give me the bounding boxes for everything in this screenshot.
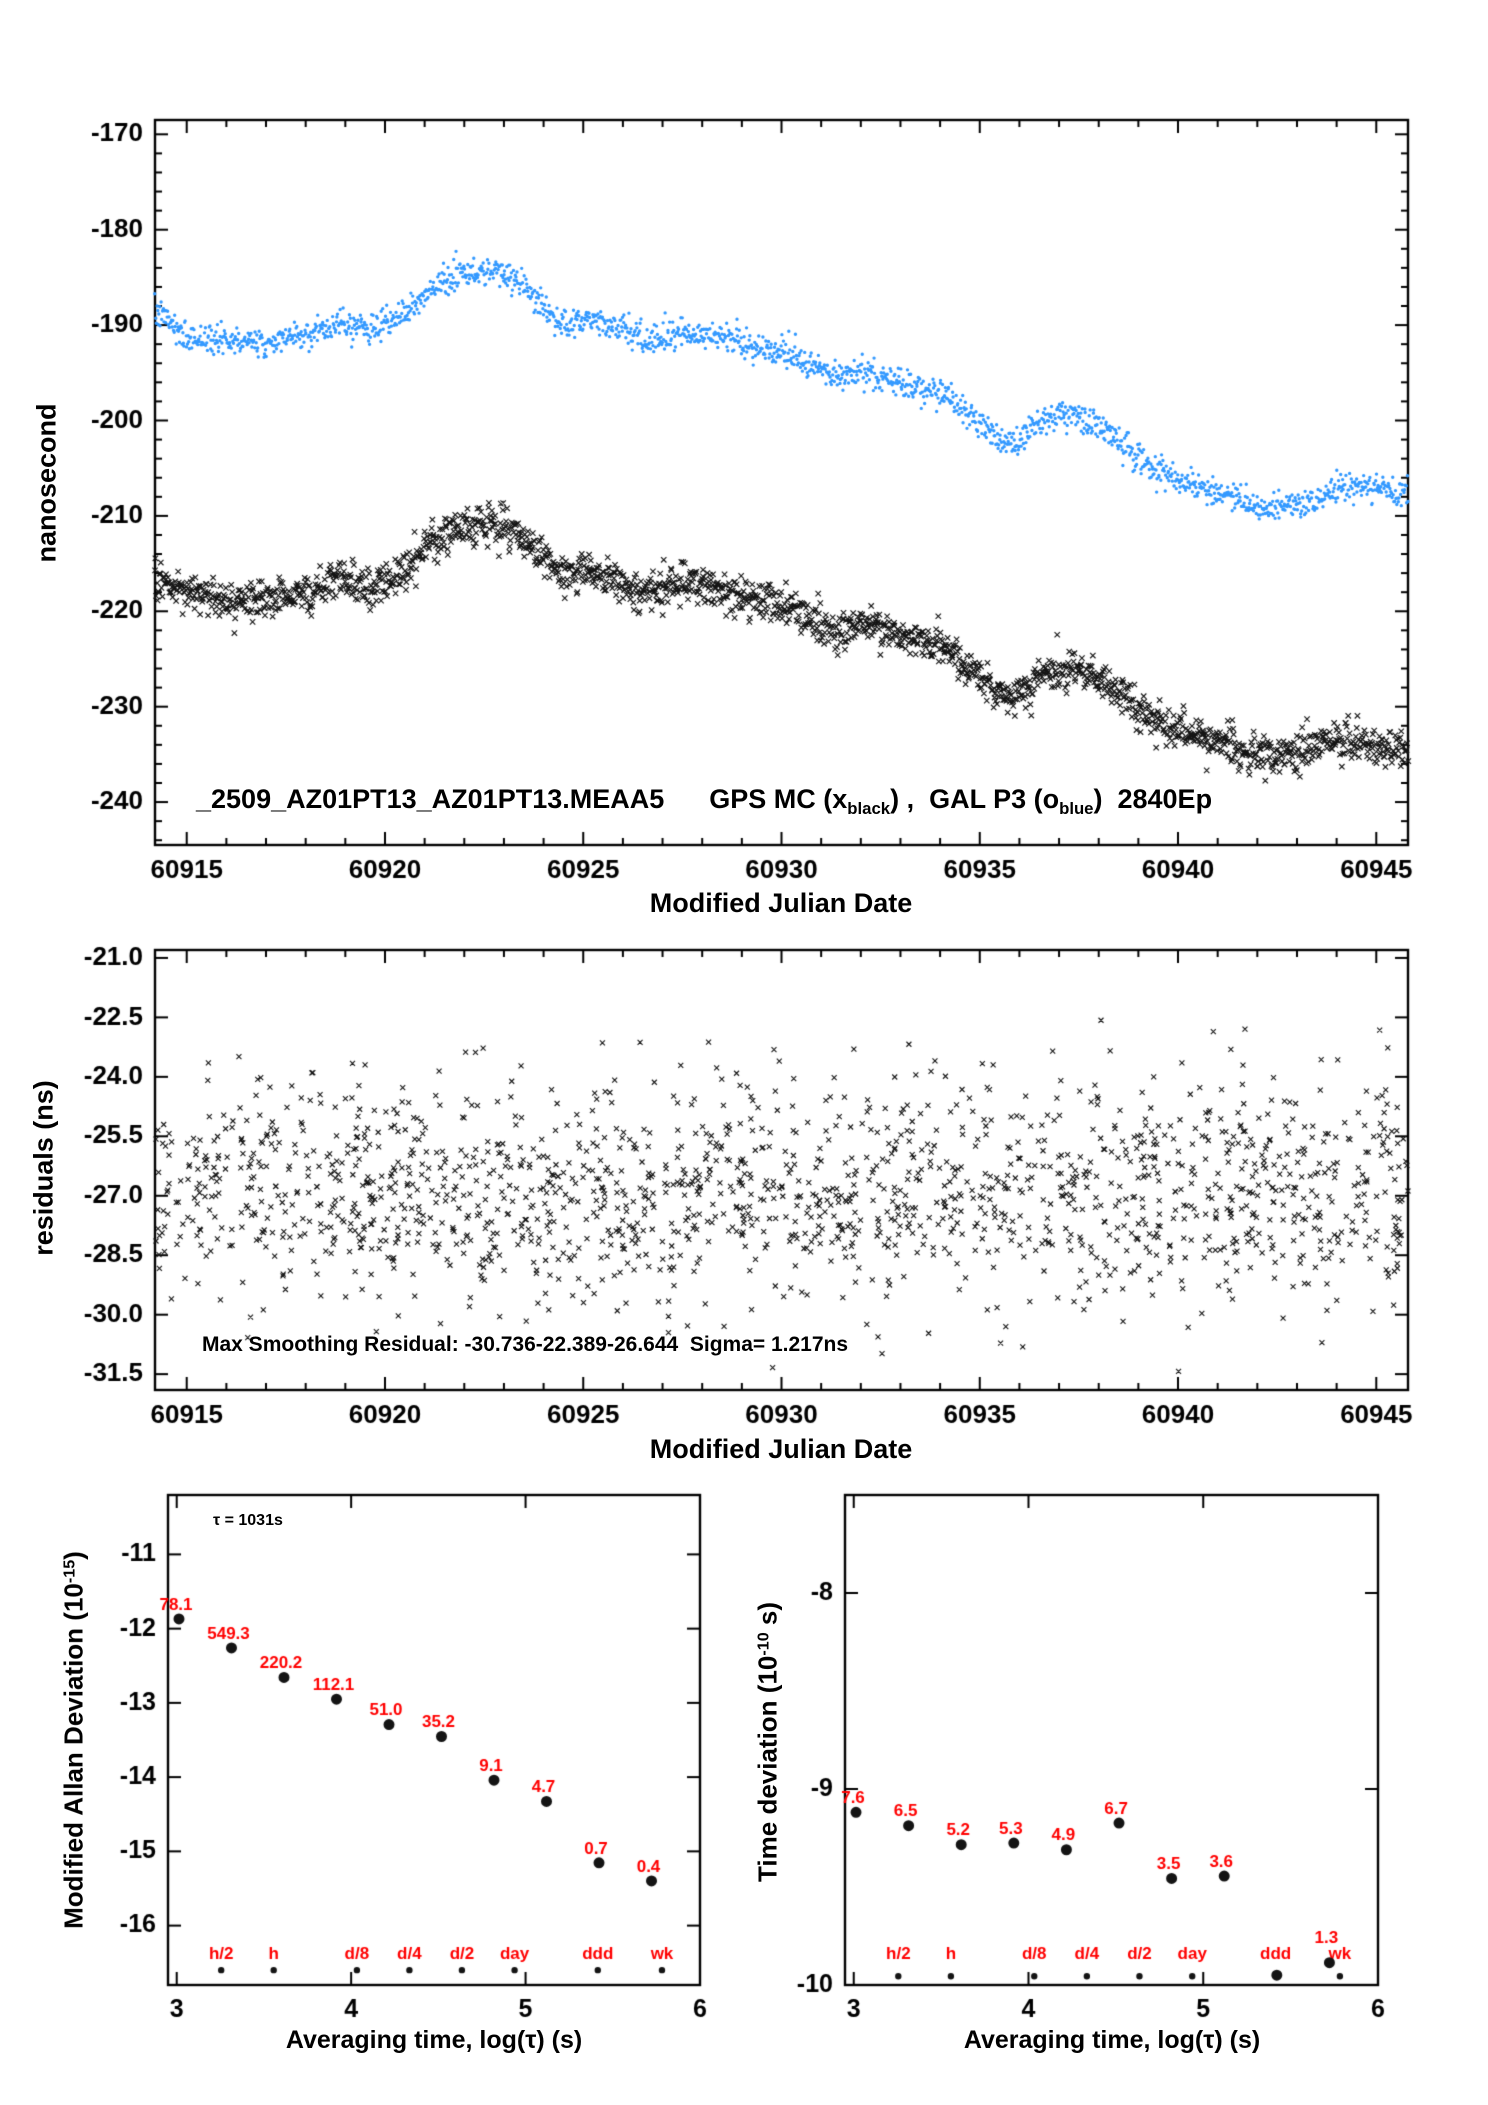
residuals-x-axis-title: Modified Julian Date xyxy=(649,1434,913,1464)
phase-x-axis-title: Modified Julian Date xyxy=(649,888,913,918)
residuals-annotation: Max Smoothing Residual: -30.736-22.389-2… xyxy=(202,1333,849,1356)
tdev-chart-canvas xyxy=(744,1490,1488,2105)
phase-y-axis-title: nanosecond xyxy=(31,403,62,563)
residuals-chart-canvas xyxy=(0,930,1488,1490)
tdev-y-axis-title: Time deviation (10-10 s) xyxy=(752,1601,783,1883)
tau-annotation: τ = 1031s xyxy=(213,1512,283,1529)
mdev-y-axis-title: Modified Allan Deviation (10-15) xyxy=(58,1551,89,1929)
mdev-x-axis-title: Averaging time, log(τ) (s) xyxy=(285,2026,583,2054)
residuals-y-axis-title: residuals (ns) xyxy=(28,1080,59,1256)
phase-chart-canvas xyxy=(0,0,1488,930)
phase-annotation: _2509_AZ01PT13_AZ01PT13.MEAA5 GPS MC (xb… xyxy=(196,784,1213,818)
tdev-x-axis-title: Averaging time, log(τ) (s) xyxy=(963,2026,1261,2054)
mdev-chart-canvas xyxy=(0,1490,744,2105)
